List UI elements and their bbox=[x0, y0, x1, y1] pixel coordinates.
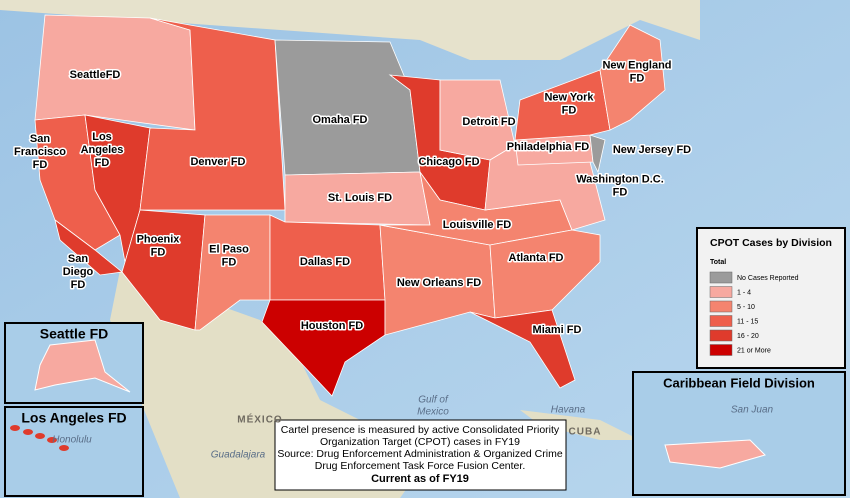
division-region bbox=[514, 69, 611, 141]
note: Cartel presence is measured by active Co… bbox=[274, 419, 567, 491]
division-label: Omaha FD bbox=[312, 114, 367, 126]
place-label: Honolulu bbox=[52, 435, 92, 446]
division-label: Denver FD bbox=[190, 156, 245, 168]
division-label: FD bbox=[71, 279, 86, 291]
legend-swatch bbox=[709, 271, 733, 284]
legend-swatch bbox=[709, 286, 733, 298]
division-label: Louisville FD bbox=[443, 219, 512, 231]
legend-item: No Cases Reported bbox=[737, 275, 799, 282]
canada bbox=[0, 0, 700, 60]
legend-item: 21 or More bbox=[737, 347, 771, 354]
inset-frame bbox=[4, 406, 144, 497]
division-label: Chicago FD bbox=[418, 156, 479, 168]
hawaii-island bbox=[35, 433, 45, 439]
divisions bbox=[34, 14, 666, 397]
division-label: Philadelphia FD bbox=[507, 141, 590, 153]
division-label: Los bbox=[92, 131, 112, 143]
division-label: Houston FD bbox=[301, 320, 363, 332]
division-region bbox=[469, 309, 576, 389]
division-label: New York bbox=[544, 91, 594, 103]
place-label: Mexico bbox=[417, 407, 449, 418]
division-label: FD bbox=[613, 186, 628, 198]
division-label: FD bbox=[95, 157, 110, 169]
division-label: New Orleans FD bbox=[397, 277, 481, 289]
inset-title: Caribbean Field Division bbox=[663, 375, 815, 390]
hawaii-island bbox=[47, 437, 57, 443]
place-label: CUBA bbox=[569, 427, 602, 438]
division-label: FD bbox=[630, 72, 645, 84]
division-label: Detroit FD bbox=[462, 116, 515, 128]
note-line: Cartel presence is measured by active Co… bbox=[281, 424, 560, 436]
division-label: St. Louis FD bbox=[328, 192, 392, 204]
puerto-rico bbox=[664, 439, 766, 469]
legend-subtitle: Total bbox=[710, 259, 726, 266]
alaska bbox=[34, 339, 131, 393]
inset-title: Seattle FD bbox=[40, 326, 108, 342]
legend-item: 16 - 20 bbox=[737, 333, 759, 340]
division-label: Dallas FD bbox=[300, 256, 350, 268]
hawaii-island bbox=[59, 445, 69, 451]
legend-item: 11 - 15 bbox=[737, 318, 758, 325]
division-label: Angeles bbox=[81, 144, 124, 156]
insets: Seattle FD Los Angeles FD Caribbean Field … bbox=[4, 322, 846, 497]
division-region bbox=[589, 134, 606, 174]
division-region bbox=[599, 24, 666, 131]
division-label: New Jersey FD bbox=[613, 144, 691, 156]
note-emphasis: Current as of FY19 bbox=[371, 473, 469, 485]
division-label: FD bbox=[562, 104, 577, 116]
division-label: Diego bbox=[63, 266, 94, 278]
division-label: FD bbox=[33, 159, 48, 171]
hawaii-island bbox=[23, 429, 33, 435]
division-label: FD bbox=[222, 256, 237, 268]
legend: CPOT Cases by Division Total No Cases Repo… bbox=[696, 227, 846, 369]
legend-swatch bbox=[709, 300, 733, 313]
division-label: Phoenix bbox=[137, 233, 181, 245]
place-label: San Juan bbox=[731, 405, 774, 416]
cuba bbox=[520, 410, 640, 440]
place-label: Havana bbox=[551, 405, 586, 416]
legend-item: 1 - 4 bbox=[737, 289, 751, 296]
place-label: MÉXICO bbox=[237, 413, 282, 426]
note-frame bbox=[274, 419, 567, 491]
division-region bbox=[484, 144, 606, 231]
note-line: Source: Drug Enforcement Administration … bbox=[277, 448, 563, 460]
legend-swatch bbox=[709, 329, 733, 342]
division-label: San bbox=[68, 253, 88, 265]
division-label: San bbox=[30, 133, 50, 145]
division-label: FD bbox=[151, 246, 166, 258]
division-label: Atlanta FD bbox=[509, 252, 564, 264]
inset-title: Los Angeles FD bbox=[21, 410, 126, 426]
division-label: Washington D.C. bbox=[576, 173, 664, 185]
division-label: Francisco bbox=[14, 146, 66, 158]
legend-swatch bbox=[709, 344, 733, 356]
division-label: El Paso bbox=[209, 243, 249, 255]
note-line: Organization Target (CPOT) cases in FY19 bbox=[320, 436, 520, 448]
note-line: Drug Enforcement Task Force Fusion Cente… bbox=[315, 460, 525, 472]
legend-item: 5 - 10 bbox=[737, 304, 755, 311]
place-label: Gulf of bbox=[418, 395, 449, 406]
division-label: Miami FD bbox=[533, 324, 582, 336]
place-label: Guadalajara bbox=[211, 450, 266, 461]
division-region bbox=[139, 17, 286, 211]
hawaii-island bbox=[10, 425, 20, 431]
division-label: New England bbox=[602, 59, 671, 71]
inset-frame bbox=[632, 371, 846, 496]
legend-title: CPOT Cases by Division bbox=[710, 237, 832, 249]
division-region bbox=[54, 219, 123, 276]
division-label: SeattleFD bbox=[70, 69, 121, 81]
legend-swatch bbox=[709, 315, 733, 327]
